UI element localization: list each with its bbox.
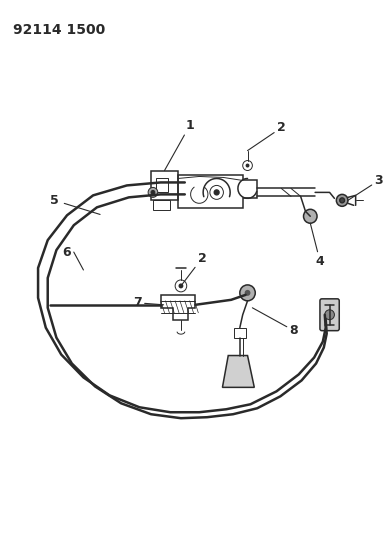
Circle shape bbox=[214, 190, 219, 195]
Text: 5: 5 bbox=[50, 194, 100, 214]
Text: 7: 7 bbox=[133, 296, 164, 309]
Circle shape bbox=[304, 209, 317, 223]
Circle shape bbox=[325, 310, 334, 320]
Text: 2: 2 bbox=[181, 252, 206, 286]
Text: 92114 1500: 92114 1500 bbox=[13, 23, 105, 37]
Text: 8: 8 bbox=[252, 308, 298, 337]
Circle shape bbox=[240, 285, 255, 301]
Circle shape bbox=[246, 164, 249, 167]
Circle shape bbox=[245, 290, 250, 296]
Text: 2: 2 bbox=[247, 121, 286, 151]
Text: 4: 4 bbox=[310, 223, 324, 268]
Polygon shape bbox=[223, 356, 254, 387]
Text: 6: 6 bbox=[63, 246, 71, 259]
Circle shape bbox=[336, 195, 348, 206]
Text: 1: 1 bbox=[165, 119, 194, 171]
Circle shape bbox=[178, 284, 183, 288]
FancyBboxPatch shape bbox=[320, 299, 339, 330]
Circle shape bbox=[151, 190, 155, 195]
Circle shape bbox=[340, 198, 345, 203]
Text: 3: 3 bbox=[348, 174, 383, 200]
Circle shape bbox=[148, 188, 158, 197]
